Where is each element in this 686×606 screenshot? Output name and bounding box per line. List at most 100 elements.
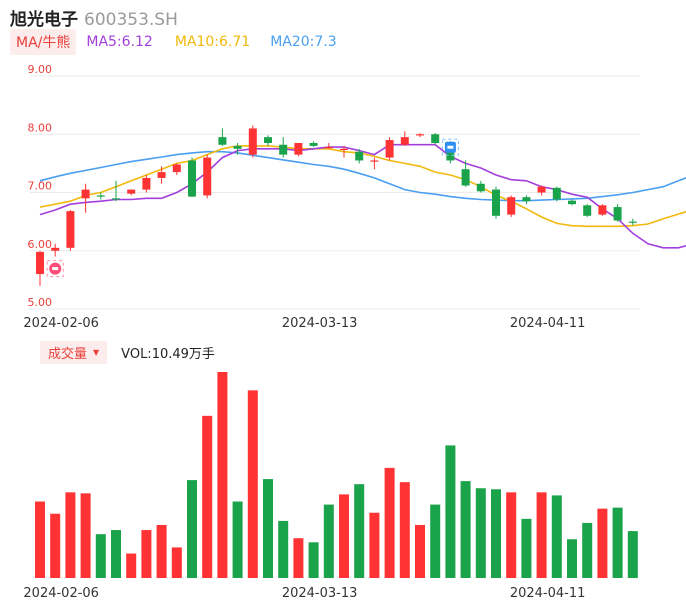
volume-bar[interactable]	[232, 501, 243, 578]
bull-icon-glyph	[52, 267, 59, 271]
candle[interactable]	[431, 133, 440, 145]
volume-bar[interactable]	[278, 520, 289, 578]
volume-bar[interactable]	[460, 481, 471, 578]
volume-bar[interactable]	[354, 484, 365, 578]
candle[interactable]	[309, 141, 318, 148]
volume-bar[interactable]	[551, 495, 562, 578]
volume-bar[interactable]	[247, 390, 258, 578]
candle[interactable]	[355, 148, 364, 164]
candle[interactable]	[385, 137, 394, 161]
price-chart[interactable]: 9.00 8.00 7.00 6.00 5.00 2024-02-06 2024-03-13…	[0, 0, 686, 335]
volume-bar[interactable]	[217, 372, 228, 578]
volume-bar[interactable]	[308, 542, 319, 578]
candle-body	[628, 221, 637, 223]
volume-chart[interactable]: 2024-02-06 2024-03-13 2024-04-11	[0, 364, 686, 604]
candle[interactable]	[279, 137, 288, 158]
volume-indicator-selector[interactable]: 成交量 ▼	[40, 340, 108, 364]
candle[interactable]	[583, 204, 592, 217]
candle[interactable]	[203, 154, 212, 199]
candle[interactable]	[598, 204, 607, 216]
candle[interactable]	[400, 131, 409, 146]
volume-bar[interactable]	[293, 538, 304, 578]
volume-bar[interactable]	[521, 518, 532, 578]
candle[interactable]	[552, 186, 561, 202]
candle-body	[400, 137, 409, 145]
candle[interactable]	[461, 160, 470, 187]
candle[interactable]	[340, 145, 348, 158]
candle[interactable]	[66, 209, 75, 251]
candle[interactable]	[127, 189, 136, 196]
volume-bar[interactable]	[339, 494, 349, 578]
volume-bar[interactable]	[506, 492, 517, 578]
volume-bar[interactable]	[475, 488, 486, 578]
volume-bar[interactable]	[384, 467, 395, 578]
bull-icon[interactable]	[46, 260, 64, 278]
volume-bar[interactable]	[141, 530, 152, 578]
candle[interactable]	[568, 199, 576, 206]
ma-indicator-selector[interactable]: MA/牛熊	[10, 29, 77, 55]
candle[interactable]	[264, 135, 272, 146]
volume-bar[interactable]	[369, 512, 380, 578]
candle[interactable]	[416, 133, 424, 138]
candle[interactable]	[370, 157, 379, 170]
candle-body	[172, 164, 181, 173]
candle[interactable]	[233, 142, 242, 155]
x-tick-label: 2024-04-11	[510, 586, 586, 601]
volume-bar[interactable]	[80, 493, 91, 578]
volume-bar[interactable]	[126, 553, 137, 578]
candle[interactable]	[96, 192, 105, 200]
volume-bar[interactable]	[491, 489, 501, 578]
candle[interactable]	[492, 186, 500, 219]
candle[interactable]	[51, 243, 60, 257]
candle-body	[264, 137, 272, 143]
volume-bar[interactable]	[95, 534, 106, 578]
volume-bar[interactable]	[171, 547, 182, 578]
candle[interactable]	[248, 125, 257, 158]
volume-bar[interactable]	[187, 480, 197, 578]
x-tick-label: 2024-03-13	[282, 316, 358, 331]
volume-bar[interactable]	[202, 415, 213, 578]
volume-bar[interactable]	[50, 513, 61, 578]
candle[interactable]	[36, 250, 44, 286]
candle[interactable]	[157, 166, 166, 184]
candle-body	[142, 177, 151, 190]
candle-body	[552, 187, 561, 200]
candle[interactable]	[172, 163, 181, 176]
candle[interactable]	[522, 195, 531, 205]
candle[interactable]	[476, 180, 485, 193]
volume-bar[interactable]	[597, 508, 608, 578]
bear-icon[interactable]	[441, 138, 459, 156]
volume-bar[interactable]	[567, 539, 577, 578]
ma-legend: MA/牛熊 MA5:6.12 MA10:6.71 MA20:7.3	[10, 29, 337, 55]
candle[interactable]	[218, 128, 227, 146]
candle-body	[96, 195, 105, 197]
candle-body	[385, 140, 394, 158]
volume-bar[interactable]	[612, 507, 623, 578]
volume-bar[interactable]	[111, 530, 121, 578]
candle-body	[248, 128, 257, 155]
volume-bar[interactable]	[536, 492, 547, 578]
volume-bar[interactable]	[156, 524, 167, 578]
volume-bar[interactable]	[399, 482, 410, 578]
volume-bar[interactable]	[263, 479, 273, 578]
volume-bar[interactable]	[430, 504, 441, 578]
candle[interactable]	[613, 204, 622, 222]
volume-bar[interactable]	[445, 445, 456, 578]
candle[interactable]	[188, 157, 196, 198]
candle[interactable]	[628, 218, 637, 226]
volume-bar[interactable]	[582, 522, 593, 578]
volume-bar[interactable]	[35, 501, 45, 578]
candle[interactable]	[324, 142, 333, 149]
volume-bar[interactable]	[415, 524, 425, 578]
candle[interactable]	[294, 142, 303, 157]
candle-body	[537, 186, 546, 193]
candle[interactable]	[507, 195, 516, 217]
candle[interactable]	[112, 180, 120, 202]
candle[interactable]	[537, 185, 546, 196]
volume-bar[interactable]	[627, 531, 638, 578]
candle[interactable]	[142, 175, 151, 193]
candle[interactable]	[81, 183, 90, 213]
x-tick-label: 2024-02-06	[23, 586, 99, 601]
volume-bar[interactable]	[65, 492, 76, 578]
volume-bar[interactable]	[323, 504, 334, 578]
